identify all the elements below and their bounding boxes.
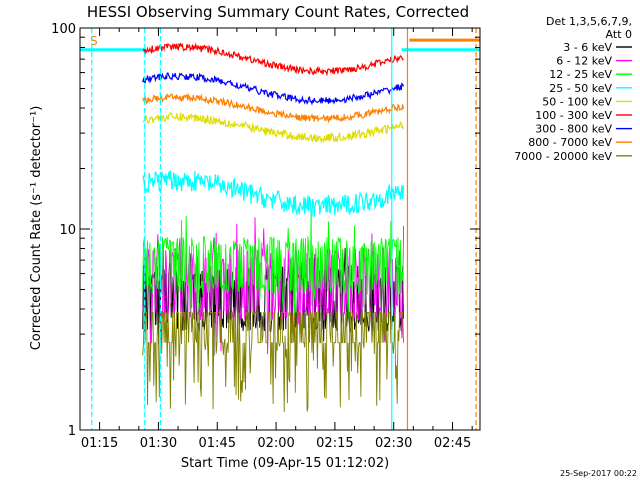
y-tick-label-1: 1 <box>68 424 76 439</box>
axis-layer: 01:15 01:30 01:45 02:00 02:15 02:30 02:45 1 10 10… <box>51 22 480 451</box>
y-tick-label-3: 100 <box>51 22 76 37</box>
footer-date: 25-Sep-2017 00:22 <box>560 469 637 478</box>
plot-layer <box>80 28 480 430</box>
legend-entry-9: 7000 - 20000 keV <box>514 150 612 163</box>
legend-entry-7: 300 - 800 keV <box>535 123 612 136</box>
x-tick-label-1: 01:15 <box>81 436 118 451</box>
legend-entry-2: 6 - 12 keV <box>556 55 612 68</box>
x-tick-label-6: 02:30 <box>375 436 412 451</box>
x-tick-label-7: 02:45 <box>434 436 471 451</box>
legend-entry-1: 3 - 6 keV <box>563 41 612 54</box>
x-tick-label-2: 01:30 <box>140 436 177 451</box>
series-line-4 <box>143 170 404 217</box>
legend-entry-4: 25 - 50 keV <box>549 82 612 95</box>
chart-title: HESSI Observing Summary Count Rates, Cor… <box>87 3 469 21</box>
x-axis-title: Start Time (09-Apr-15 01:12:02) <box>181 456 389 471</box>
x-tick-label-4: 02:00 <box>257 436 294 451</box>
y-tick-label-2: 10 <box>59 223 76 238</box>
x-tick-label-3: 01:45 <box>199 436 236 451</box>
flag-label: S <box>90 34 98 48</box>
series-line-6 <box>143 44 404 75</box>
legend-entry-3: 12 - 25 keV <box>549 68 612 81</box>
legend-entry-5: 50 - 100 keV <box>542 95 612 108</box>
plot-frame <box>80 28 480 430</box>
x-tick-label-5: 02:15 <box>316 436 353 451</box>
legend-header-line-1: Det 1,3,5,6,7,9, <box>546 15 632 28</box>
series-line-9 <box>143 313 404 413</box>
legend-entry-6: 100 - 300 keV <box>535 109 612 122</box>
y-axis-title: Corrected Count Rate (s⁻¹ detector⁻¹) <box>29 106 44 351</box>
legend-header-line-2: Att 0 <box>606 28 632 41</box>
legend-entry-8: 800 - 7000 keV <box>528 136 612 149</box>
